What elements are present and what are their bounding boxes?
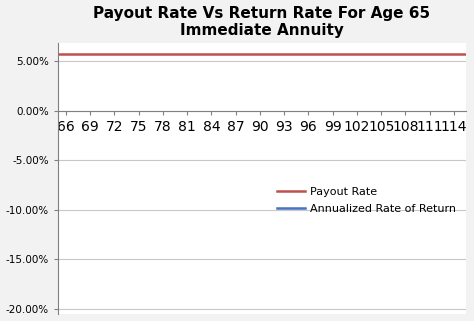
Legend: Payout Rate, Annualized Rate of Return: Payout Rate, Annualized Rate of Return [273, 183, 461, 218]
Title: Payout Rate Vs Return Rate For Age 65
Immediate Annuity: Payout Rate Vs Return Rate For Age 65 Im… [93, 5, 430, 38]
